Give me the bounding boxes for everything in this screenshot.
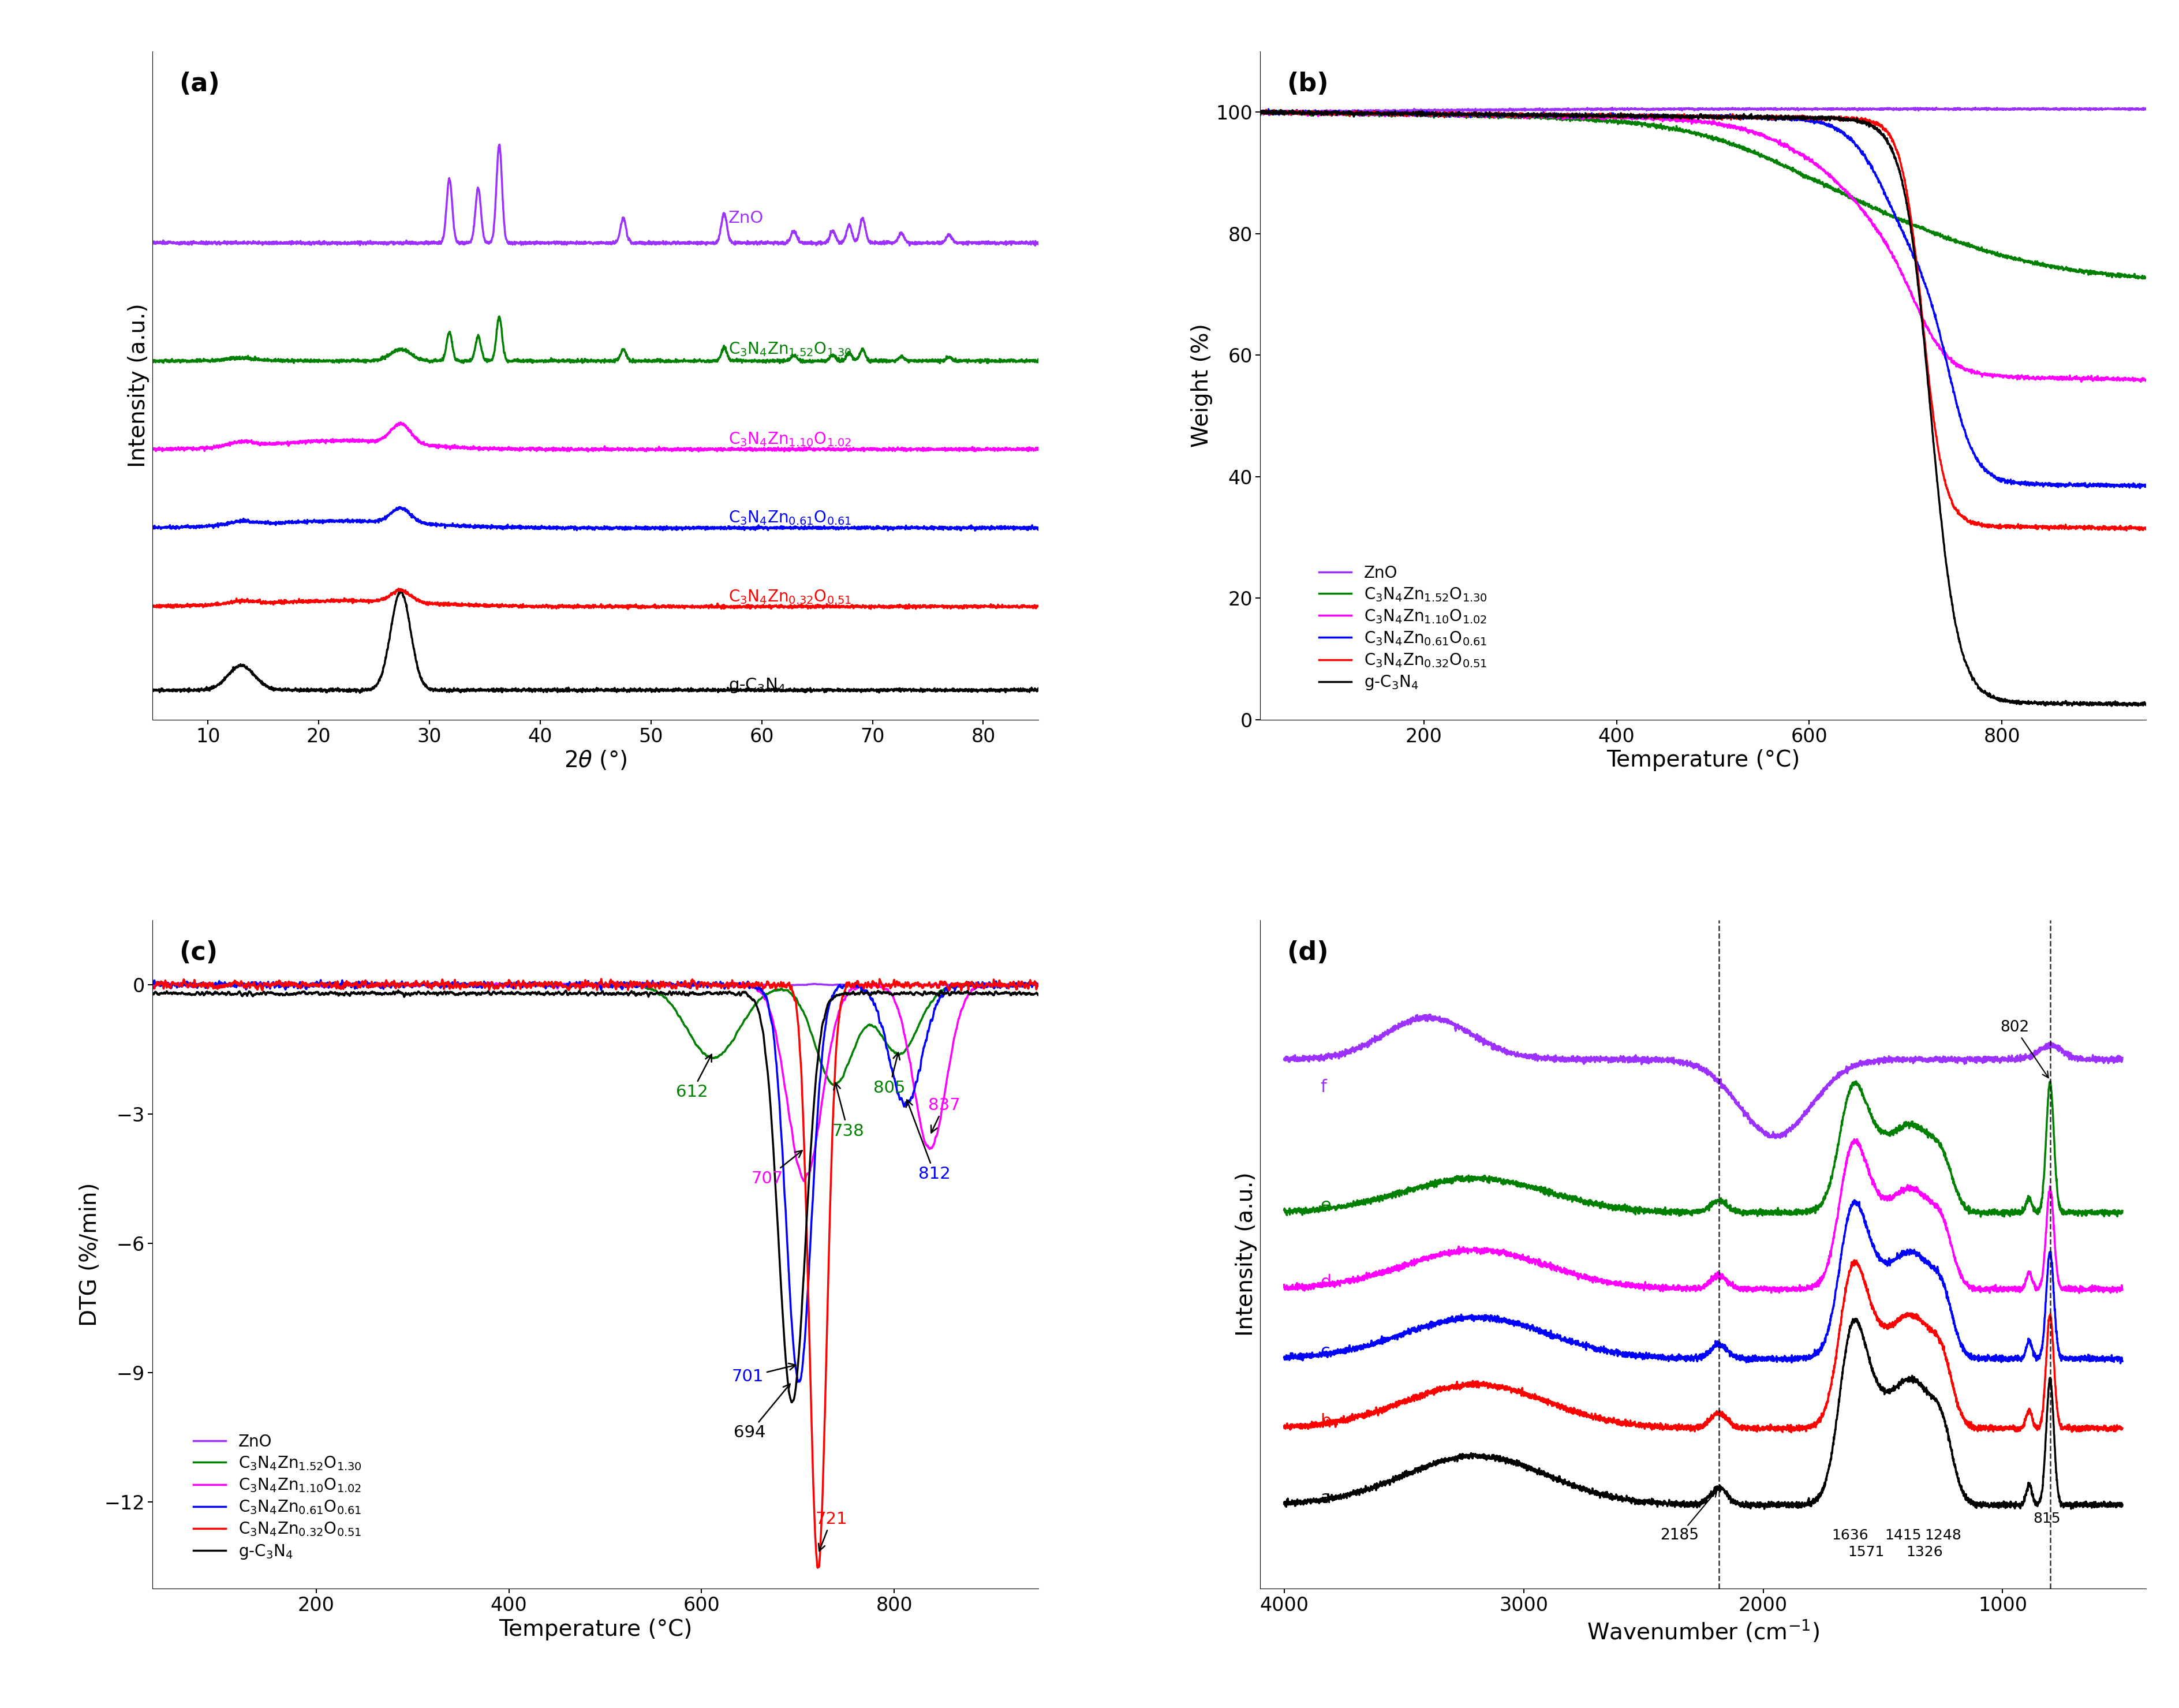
Text: g-C$_3$N$_4$: g-C$_3$N$_4$ bbox=[728, 676, 787, 693]
Text: 1636: 1636 bbox=[1833, 1529, 1870, 1542]
Text: (d): (d) bbox=[1288, 939, 1329, 965]
Text: f: f bbox=[1320, 1079, 1327, 1095]
Text: 694: 694 bbox=[734, 1383, 791, 1442]
Text: (b): (b) bbox=[1288, 72, 1329, 96]
X-axis label: Wavenumber (cm$^{-1}$): Wavenumber (cm$^{-1}$) bbox=[1586, 1617, 1819, 1643]
Text: C$_3$N$_4$Zn$_{1.10}$O$_{1.02}$: C$_3$N$_4$Zn$_{1.10}$O$_{1.02}$ bbox=[728, 430, 852, 447]
Text: 1415: 1415 bbox=[1885, 1529, 1922, 1542]
Text: 802: 802 bbox=[2000, 1020, 2048, 1078]
Text: 707: 707 bbox=[752, 1151, 802, 1187]
Text: C$_3$N$_4$Zn$_{0.61}$O$_{0.61}$: C$_3$N$_4$Zn$_{0.61}$O$_{0.61}$ bbox=[728, 509, 852, 526]
Text: c: c bbox=[1320, 1344, 1329, 1360]
Text: 738: 738 bbox=[832, 1083, 865, 1139]
Text: 1571: 1571 bbox=[1848, 1546, 1885, 1559]
Legend: ZnO, C$_3$N$_4$Zn$_{1.52}$O$_{1.30}$, C$_3$N$_4$Zn$_{1.10}$O$_{1.02}$, C$_3$N$_4: ZnO, C$_3$N$_4$Zn$_{1.52}$O$_{1.30}$, C$… bbox=[1312, 559, 1495, 699]
Y-axis label: DTG (%/min): DTG (%/min) bbox=[78, 1182, 100, 1325]
Y-axis label: Weight (%): Weight (%) bbox=[1190, 323, 1212, 447]
Legend: ZnO, C$_3$N$_4$Zn$_{1.52}$O$_{1.30}$, C$_3$N$_4$Zn$_{1.10}$O$_{1.02}$, C$_3$N$_4: ZnO, C$_3$N$_4$Zn$_{1.52}$O$_{1.30}$, C$… bbox=[187, 1428, 368, 1566]
Text: (a): (a) bbox=[179, 72, 220, 96]
Text: C$_3$N$_4$Zn$_{0.32}$O$_{0.51}$: C$_3$N$_4$Zn$_{0.32}$O$_{0.51}$ bbox=[728, 588, 852, 605]
Text: 1326: 1326 bbox=[1907, 1546, 1944, 1559]
Text: 612: 612 bbox=[675, 1054, 713, 1100]
Text: a: a bbox=[1320, 1489, 1331, 1506]
Text: 805: 805 bbox=[874, 1052, 906, 1097]
Text: 701: 701 bbox=[732, 1363, 795, 1385]
Text: d: d bbox=[1320, 1274, 1331, 1291]
Y-axis label: Intensity (a.u.): Intensity (a.u.) bbox=[1235, 1172, 1257, 1336]
Text: 837: 837 bbox=[928, 1097, 961, 1132]
X-axis label: Temperature (°C): Temperature (°C) bbox=[1606, 750, 1800, 772]
Text: b: b bbox=[1320, 1413, 1331, 1430]
Text: (c): (c) bbox=[179, 939, 218, 965]
Text: e: e bbox=[1320, 1197, 1331, 1214]
Text: 815: 815 bbox=[2033, 1512, 2061, 1525]
Text: ZnO: ZnO bbox=[728, 210, 765, 227]
Text: 2185: 2185 bbox=[1660, 1491, 1717, 1542]
Text: 721: 721 bbox=[815, 1512, 848, 1551]
X-axis label: 2$\theta$ (°): 2$\theta$ (°) bbox=[564, 750, 628, 772]
Text: C$_3$N$_4$Zn$_{1.52}$O$_{1.30}$: C$_3$N$_4$Zn$_{1.52}$O$_{1.30}$ bbox=[728, 340, 852, 357]
Y-axis label: Intensity (a.u.): Intensity (a.u.) bbox=[126, 304, 150, 468]
Text: 812: 812 bbox=[906, 1100, 950, 1182]
Text: 1248: 1248 bbox=[1924, 1529, 1961, 1542]
X-axis label: Temperature (°C): Temperature (°C) bbox=[499, 1617, 693, 1640]
